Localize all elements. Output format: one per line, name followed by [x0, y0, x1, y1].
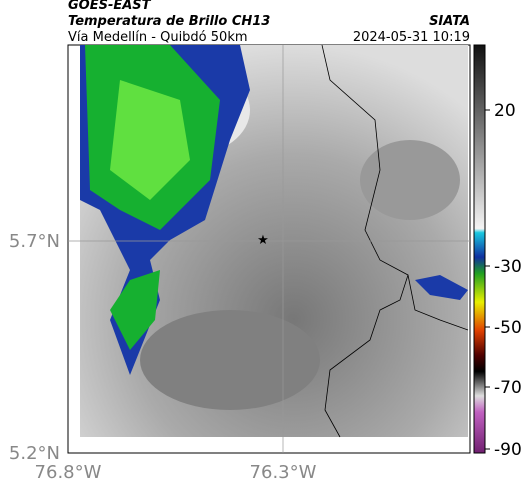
colorbar-tick-label: -90 [494, 440, 522, 460]
map-area: ★ [67, 44, 471, 454]
timestamp: 2024-05-31 10:19 [353, 30, 470, 45]
colorbar-ticks: 20 -30 -50 -70 -90 [485, 101, 522, 460]
colorbar-tick-label: -70 [494, 378, 522, 398]
city-marker: ★ [257, 233, 269, 248]
lon-label: 76.3°W [250, 462, 317, 483]
colorbar-tick-label: 20 [494, 101, 516, 121]
lon-label: 76.8°W [35, 462, 102, 483]
source: SIATA [429, 14, 470, 29]
colorbar [473, 44, 486, 454]
lat-label: 5.2°N [9, 443, 60, 464]
title: GOES-EAST [68, 0, 152, 13]
colorbar-tick-label: -30 [494, 257, 522, 277]
route: Vía Medellín - Quibdó 50km [68, 30, 248, 45]
subtitle: Temperatura de Brillo CH13 [68, 14, 270, 29]
lat-label: 5.7°N [9, 231, 60, 252]
colorbar-tick-label: -50 [494, 318, 522, 338]
